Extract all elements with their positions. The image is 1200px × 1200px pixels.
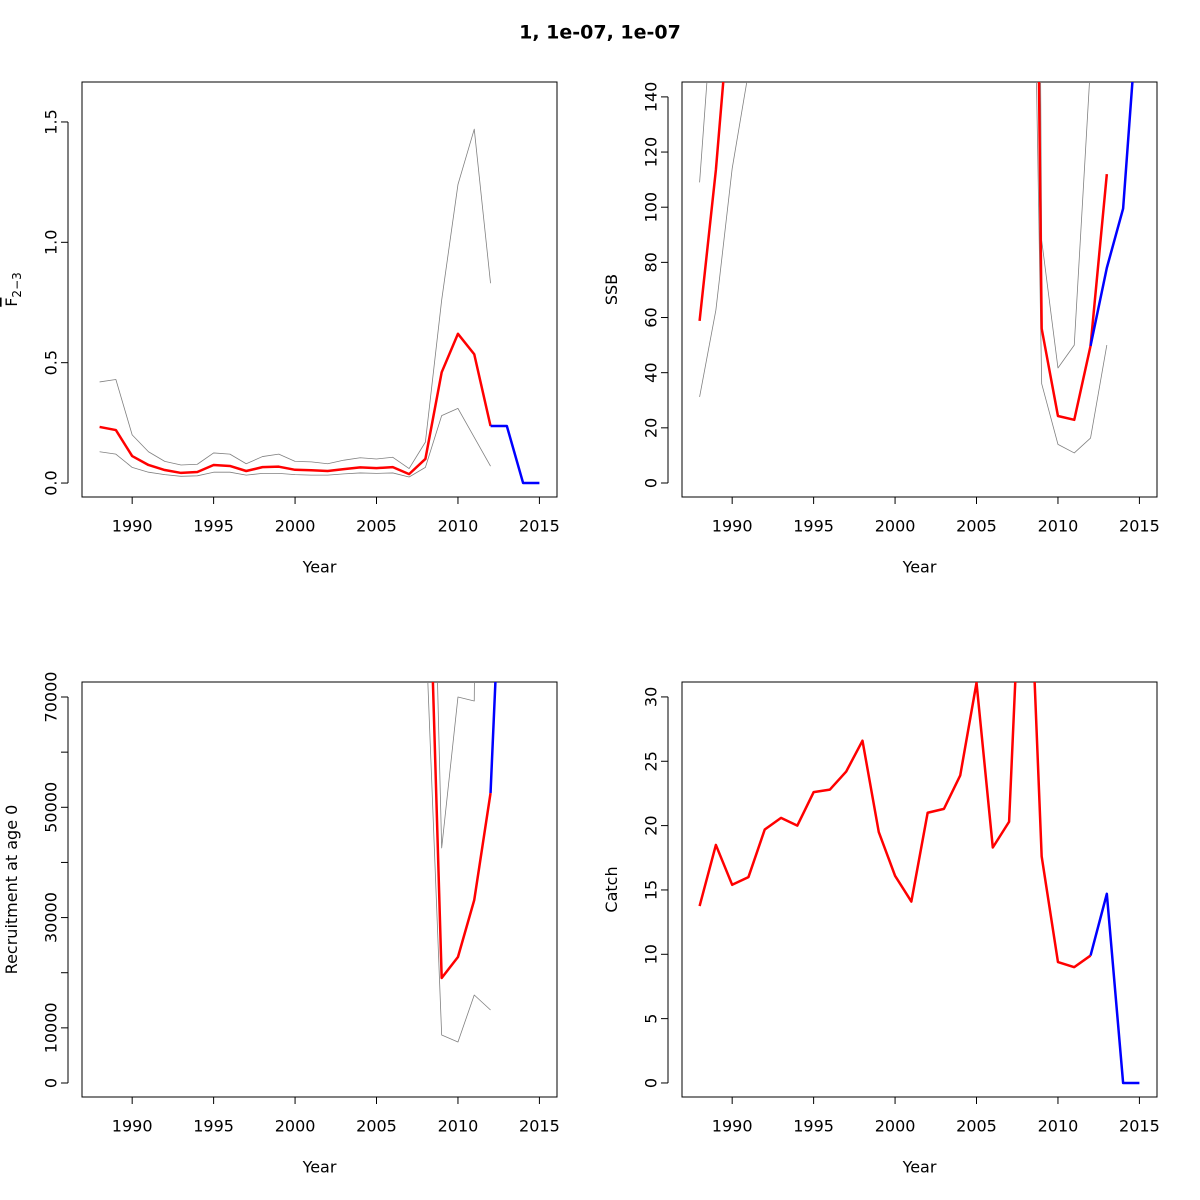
y-axis-title: F2−3	[2, 272, 24, 307]
y-tick-label: 1.0	[42, 230, 61, 255]
y-tick-label: 0	[642, 1078, 661, 1088]
y-tick-label: 25	[642, 751, 661, 771]
series-line	[490, 424, 540, 485]
series-line	[1089, 892, 1140, 1085]
y-tick-label: 15	[642, 880, 661, 900]
y-tick-label: 80	[642, 252, 661, 272]
y-tick-label: 0.5	[42, 350, 61, 375]
series-line	[99, 332, 492, 476]
x-tick-label: 2015	[519, 1117, 560, 1136]
plot-frame	[81, 681, 558, 1098]
y-tick-label: 0	[642, 478, 661, 488]
x-tick-label: 1990	[712, 517, 753, 536]
y-tick-label: 40	[642, 362, 661, 382]
x-tick-label: 2010	[438, 1117, 479, 1136]
x-axis-title: Year	[902, 558, 937, 577]
x-tick-label: 2015	[1119, 1117, 1160, 1136]
y-tick-label: 10	[642, 944, 661, 964]
x-tick-label: 2015	[519, 517, 560, 536]
figure-title: 1, 1e-07, 1e-07	[519, 22, 681, 44]
x-tick-label: 2000	[875, 517, 916, 536]
series-line	[99, 408, 491, 478]
x-tick-label: 2005	[356, 1117, 397, 1136]
plot-frame	[681, 681, 1158, 1098]
y-tick-label: 0.0	[42, 470, 61, 495]
x-tick-label: 2005	[356, 517, 397, 536]
x-tick-label: 2005	[956, 1117, 997, 1136]
x-tick-label: 1990	[712, 1117, 753, 1136]
series-line	[99, 128, 491, 469]
series-line	[431, 682, 492, 980]
y-axis-title-main: Recruitment at age 0	[2, 805, 21, 975]
x-tick-label: 2000	[275, 1117, 316, 1136]
y-tick-label: 30000	[42, 892, 61, 943]
x-tick-label: 1995	[793, 1117, 834, 1136]
plot-frame	[81, 81, 558, 498]
series-line	[698, 82, 1109, 422]
y-tick-label: 20	[642, 815, 661, 835]
x-tick-label: 1995	[193, 1117, 234, 1136]
x-axis-title: Year	[302, 558, 337, 577]
y-axis-title: SSB	[602, 274, 621, 305]
y-axis-title-main: F	[2, 298, 21, 307]
x-tick-label: 2000	[275, 517, 316, 536]
y-tick-label: 100	[642, 192, 661, 223]
series-line	[698, 682, 1092, 969]
y-axis-title: Catch	[602, 866, 621, 912]
series-line	[699, 82, 1108, 454]
x-tick-label: 1990	[112, 517, 153, 536]
x-axis-title: Year	[902, 1158, 937, 1177]
y-tick-label: 60	[642, 307, 661, 327]
y-tick-label: 120	[642, 137, 661, 168]
x-tick-label: 1990	[112, 1117, 153, 1136]
series-line	[1089, 82, 1134, 347]
y-tick-label: 30	[642, 687, 661, 707]
x-tick-label: 2005	[956, 517, 997, 536]
x-tick-label: 1995	[193, 517, 234, 536]
y-axis-title-sub: 2−3	[10, 272, 24, 297]
y-axis-title-main: Catch	[602, 866, 621, 912]
x-tick-label: 2015	[1119, 517, 1160, 536]
y-tick-label: 140	[642, 82, 661, 113]
y-tick-label: 70000	[42, 672, 61, 723]
y-tick-label: 20	[642, 418, 661, 438]
x-axis-title: Year	[302, 1158, 337, 1177]
y-tick-label: 50000	[42, 782, 61, 833]
y-axis-title-main: SSB	[602, 274, 621, 305]
x-tick-label: 2010	[1038, 1117, 1079, 1136]
y-axis-title: Recruitment at age 0	[2, 805, 21, 975]
x-tick-label: 1995	[793, 517, 834, 536]
y-tick-label: 1.5	[42, 109, 61, 134]
x-tick-label: 2000	[875, 1117, 916, 1136]
x-tick-label: 2010	[1038, 517, 1079, 536]
y-tick-label: 10000	[42, 1002, 61, 1053]
series-line	[699, 82, 1090, 369]
y-tick-label: 5	[642, 1014, 661, 1024]
y-tick-label: 0	[42, 1078, 61, 1088]
x-tick-label: 2010	[438, 517, 479, 536]
